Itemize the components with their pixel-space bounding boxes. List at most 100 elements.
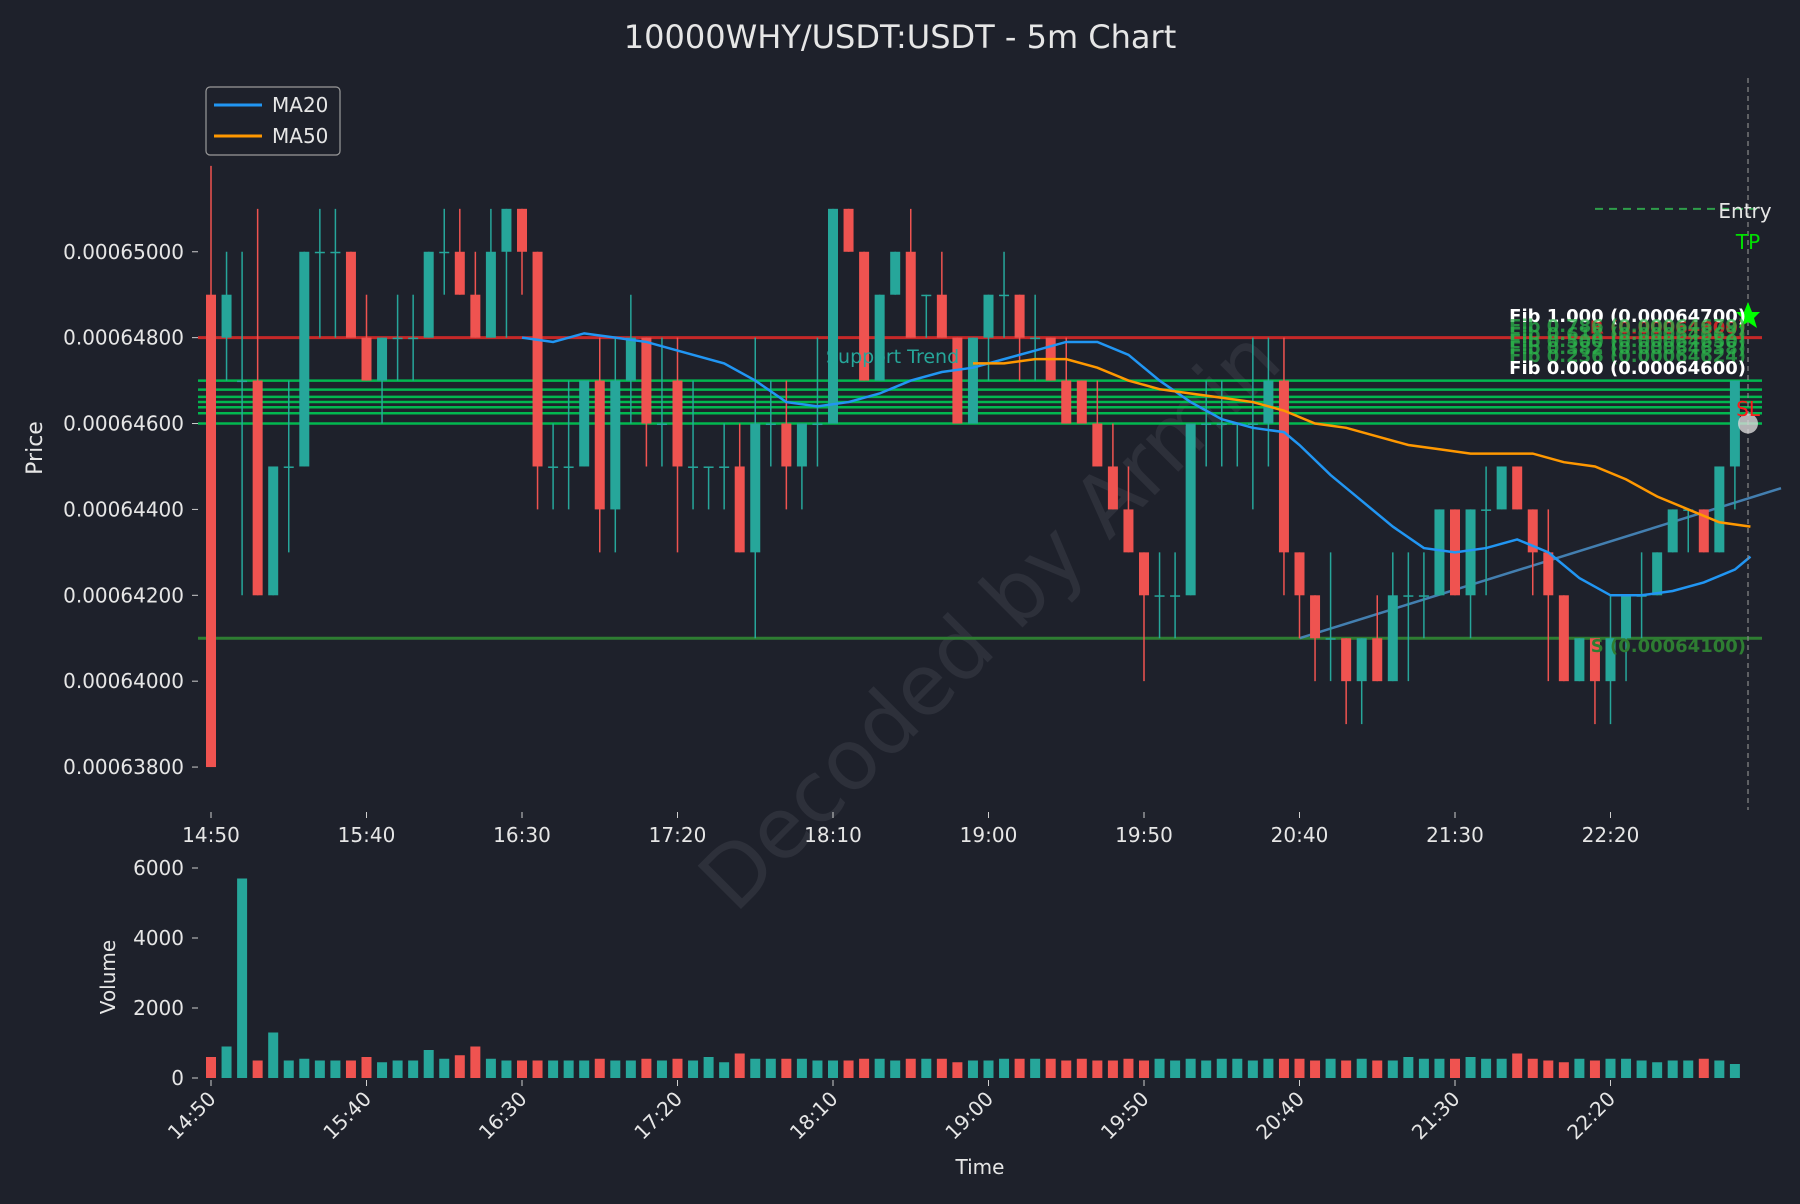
volume-bar <box>796 1058 807 1078</box>
candle-body <box>377 337 388 381</box>
volume-bar <box>1092 1060 1103 1078</box>
candle-body <box>765 423 776 426</box>
volume-bar <box>345 1060 356 1078</box>
volume-bar <box>890 1060 901 1078</box>
candle-body <box>1729 380 1740 467</box>
candle-body <box>1652 552 1663 596</box>
candle-body <box>1014 294 1025 338</box>
candle-body <box>672 380 683 467</box>
support-trend-label: Support Trend <box>826 346 959 368</box>
x-tick-label: 22:20 <box>1582 823 1640 847</box>
candle-body <box>999 294 1010 297</box>
candle-body <box>1139 552 1149 596</box>
candle-body <box>625 337 636 381</box>
volume-bar <box>1107 1060 1118 1078</box>
x-tick-label: 20:40 <box>1271 823 1329 847</box>
volume-bar <box>563 1060 574 1078</box>
volume-bar <box>1543 1060 1554 1078</box>
chart-title: 10000WHY/USDT:USDT - 5m Chart <box>624 18 1176 56</box>
volume-bar <box>1216 1058 1227 1078</box>
candle-body <box>983 294 994 338</box>
legend: MA20 MA50 <box>205 86 341 156</box>
volume-bar <box>1450 1058 1460 1078</box>
volume-bar <box>1247 1060 1258 1078</box>
candle-body <box>1403 595 1414 597</box>
volume-bar <box>672 1058 683 1078</box>
candle-body <box>781 423 792 467</box>
volume-bar <box>1372 1060 1383 1078</box>
x-tick-label: 19:00 <box>960 823 1018 847</box>
candle-body <box>1278 380 1289 553</box>
volume-bar <box>237 878 248 1078</box>
candle-body <box>1123 509 1134 553</box>
candle-body <box>470 294 481 338</box>
volume-bar <box>1170 1060 1181 1078</box>
candle-body <box>1481 509 1492 511</box>
volume-bar <box>1558 1062 1569 1078</box>
x-tick-label: 15:40 <box>338 823 396 847</box>
volume-bar <box>812 1060 823 1078</box>
candle-body <box>1418 595 1429 597</box>
sl-marker <box>1738 413 1758 434</box>
y-tick-label: 0.00064800 <box>63 326 184 350</box>
candle-body <box>796 423 807 467</box>
candle-body <box>314 251 325 254</box>
candle-body <box>656 423 667 426</box>
volume-bar <box>423 1050 434 1078</box>
candle-body <box>408 337 419 340</box>
resistance-label: R (0.00064800) <box>1590 318 1746 339</box>
candle-body <box>610 380 621 510</box>
candle-body <box>1061 380 1072 424</box>
volume-bar <box>719 1062 730 1078</box>
candle-body <box>1667 509 1678 553</box>
volume-bar <box>1341 1060 1352 1078</box>
volume-bar <box>1403 1057 1414 1078</box>
volume-bar <box>501 1060 512 1078</box>
volume-bar <box>1030 1058 1041 1078</box>
candle-body <box>1076 380 1087 424</box>
fib-label: Fib 1.000 (0.00064700) <box>1509 306 1746 327</box>
candle-body <box>579 380 590 467</box>
volume-axis-label: Volume <box>96 940 120 1014</box>
volume-bar <box>1232 1058 1243 1078</box>
legend-ma20-label: MA20 <box>272 93 328 117</box>
candle-body <box>1605 638 1616 682</box>
volume-tick-label: 6000 <box>133 856 184 880</box>
volume-bar <box>1310 1060 1321 1078</box>
y-tick-label: 0.00064200 <box>63 583 184 607</box>
support-label: S (0.00064100) <box>1591 636 1746 657</box>
candle-body <box>952 337 963 424</box>
candle-body <box>532 251 543 467</box>
x-axis-label: Time <box>955 1155 1005 1179</box>
candle-body <box>1574 638 1585 682</box>
volume-bar <box>610 1060 621 1078</box>
fib-label: Fib 0.382 (0.00064638) <box>1509 338 1746 359</box>
ma20-line <box>521 332 1752 597</box>
candle-body <box>1247 423 1258 426</box>
candle-body <box>1465 509 1476 596</box>
volume-bar <box>377 1062 388 1078</box>
volume-bar <box>1139 1060 1149 1078</box>
volume-bar <box>983 1060 994 1078</box>
candle-body <box>703 466 714 468</box>
volume-tick-label: 2000 <box>133 996 184 1020</box>
y-tick-label: 0.00063800 <box>63 755 184 779</box>
volume-bar <box>1698 1058 1709 1078</box>
candle-body <box>812 423 823 426</box>
candle-body <box>299 251 310 467</box>
volume-bar <box>843 1060 854 1078</box>
candle-body <box>594 380 605 510</box>
fib-label: Fib 0.786 (0.00064679) <box>1509 316 1746 337</box>
price-panel: 0.00063800 0.00064000 0.00064200 0.00064400… <box>63 78 1782 847</box>
volume-bar <box>1683 1060 1694 1078</box>
volume-bar <box>1185 1058 1196 1078</box>
candle-body <box>454 251 465 295</box>
candle-body <box>905 251 916 338</box>
candle-body <box>688 466 699 468</box>
volume-bar <box>1605 1058 1616 1078</box>
candle-body <box>641 337 652 424</box>
candle-body <box>1512 466 1523 510</box>
candle-body <box>1341 638 1352 682</box>
